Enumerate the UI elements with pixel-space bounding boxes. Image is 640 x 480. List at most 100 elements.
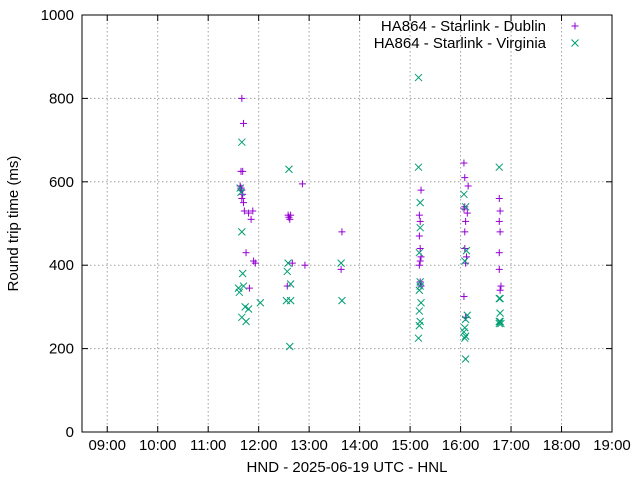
data-point [285,342,294,351]
series-virginia [234,73,505,363]
data-point [251,259,259,267]
data-point [238,269,247,278]
legend-marker [571,22,579,30]
x-tick-label: 17:00 [492,437,530,454]
data-point [462,217,470,225]
data-point [286,296,295,305]
data-point [461,332,470,340]
x-axis-label: HND - 2025-06-19 UTC - HNL [247,459,448,476]
data-point [496,294,504,303]
x-tick-label: 12:00 [240,437,278,454]
legend-label: HA864 - Starlink - Virginia [374,35,547,52]
data-point [238,94,246,102]
x-tick-label: 13:00 [290,437,328,454]
data-point [414,73,423,82]
data-point [461,174,469,182]
y-tick-label: 400 [49,257,74,274]
data-point [247,215,255,223]
data-point [461,228,469,236]
data-point [288,259,296,267]
data-point [235,288,244,297]
data-point [463,311,472,320]
x-tick-label: 11:00 [190,437,226,454]
data-point [462,246,471,255]
x-tick-label: 14:00 [341,437,379,454]
data-point [244,305,253,313]
x-tick-label: 15:00 [391,437,429,454]
data-point [497,282,505,290]
data-point [414,163,423,172]
data-point [298,180,306,188]
data-point [415,286,424,295]
data-point [415,248,424,257]
data-point [496,309,504,318]
data-point [237,188,245,197]
data-point [245,209,253,217]
data-point [461,355,470,363]
data-point [338,228,346,236]
data-point [284,259,292,267]
y-tick-label: 200 [49,341,74,358]
y-tick-label: 0 [66,424,74,441]
data-point [416,257,424,265]
data-point [238,194,246,202]
ticks: 0 200 400 600 800 1000 09:00 10:00 11:00 12:00 13:… [41,7,631,454]
data-point [497,319,505,328]
x-tick-label: 10:00 [139,437,177,454]
data-point [249,207,257,215]
data-points [234,73,505,363]
data-point [338,296,346,305]
y-tick-label: 600 [49,174,74,191]
data-point [285,165,293,174]
data-point [461,315,470,324]
data-point [301,261,309,269]
grid [82,15,612,432]
x-tick-label: 09:00 [88,437,126,454]
data-point [460,292,468,300]
legend-label: HA864 - Starlink - Dublin [381,18,546,35]
x-tick-label: 18:00 [543,437,581,454]
data-point [415,307,424,315]
data-point [242,249,250,257]
data-point [414,334,423,343]
data-point [460,257,469,265]
data-point [496,286,504,294]
data-point [416,198,425,207]
data-point [496,228,504,236]
data-point [415,321,424,330]
data-point [460,159,468,167]
data-point [417,298,425,307]
data-point [460,334,469,343]
x-tick-label: 19:00 [593,437,631,454]
data-point [496,207,504,215]
data-point [283,267,292,276]
data-point [337,265,345,273]
data-point [495,294,504,303]
data-point [461,202,470,211]
data-point [460,328,468,336]
data-point [416,223,425,232]
data-point [287,211,295,219]
data-point [463,209,471,217]
data-point [460,190,468,199]
data-point [241,303,250,311]
data-point [286,280,295,288]
data-point [417,186,425,194]
data-point [416,217,424,225]
y-axis-label: Round trip time (ms) [5,156,22,292]
data-point [337,259,345,267]
legend-marker [571,39,579,47]
data-point [464,182,472,190]
data-point [495,163,504,172]
data-point [416,245,424,253]
data-point [495,319,504,328]
data-point [239,167,247,175]
data-point [239,282,248,290]
y-tick-label: 1000 [41,7,74,24]
data-point [240,207,248,215]
data-point [415,261,423,269]
data-point [256,298,265,307]
data-point [495,217,503,225]
